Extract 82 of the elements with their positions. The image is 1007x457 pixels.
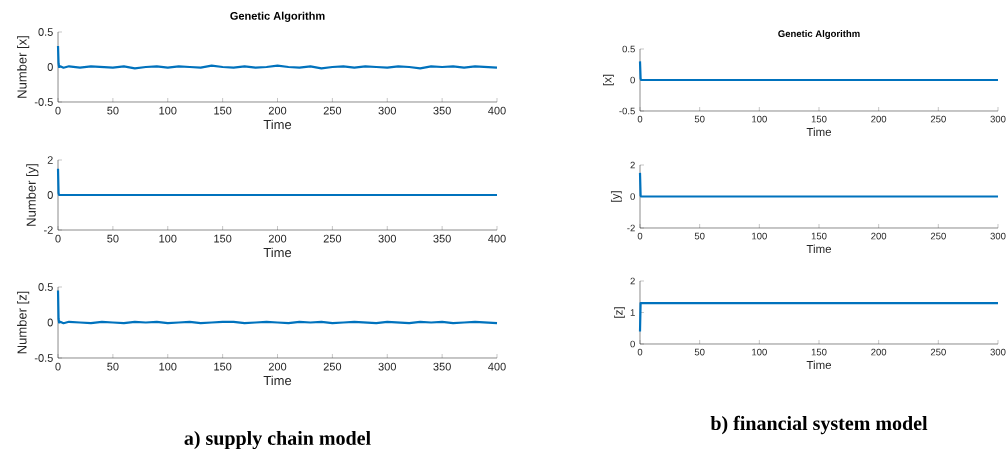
- y-tick-label: 0: [47, 191, 53, 199]
- x-tick-label: 200: [871, 115, 887, 123]
- x-tick-label: 250: [930, 115, 946, 123]
- y-tick-label: 2: [630, 161, 635, 169]
- y-tick-label: 0: [630, 340, 635, 348]
- x-tick-label: 50: [694, 232, 705, 240]
- x-tick-label: 100: [159, 106, 177, 115]
- y-tick-label: -0.5: [619, 107, 635, 115]
- x-axis-title: Time: [263, 119, 292, 130]
- x-tick-label: 100: [159, 234, 177, 243]
- x-axis-title: Time: [806, 244, 832, 254]
- x-tick-label: 0: [637, 115, 643, 123]
- x-tick-label: 300: [990, 232, 1006, 240]
- y-tick-label: -2: [44, 226, 53, 234]
- x-tick-label: 150: [811, 232, 827, 240]
- x-tick-label: 300: [378, 234, 396, 243]
- x-tick-label: 300: [378, 106, 396, 115]
- y-tick-label: 0: [47, 318, 53, 327]
- chart-title: Genetic Algorithm: [778, 30, 860, 39]
- x-tick-label: 150: [811, 115, 827, 123]
- x-axis-title: Time: [806, 127, 832, 137]
- y-tick-label: 0.5: [622, 45, 635, 53]
- chart-title: Genetic Algorithm: [230, 11, 325, 22]
- y-tick-label: 0.5: [38, 283, 53, 291]
- x-tick-label: 400: [488, 234, 506, 243]
- x-tick-label: 250: [930, 232, 946, 240]
- y-tick-label: 0: [630, 76, 635, 84]
- x-tick-label: 50: [694, 348, 705, 356]
- x-tick-label: 0: [55, 362, 61, 371]
- x-tick-label: 250: [323, 362, 342, 371]
- x-tick-label: 300: [990, 115, 1006, 123]
- y-axis-title: Number [z]: [17, 291, 30, 354]
- x-tick-label: 0: [637, 232, 643, 240]
- x-tick-label: 150: [214, 362, 232, 371]
- y-axis-title: Number [x]: [17, 36, 30, 98]
- x-tick-label: 50: [107, 234, 119, 243]
- x-tick-label: 100: [752, 115, 767, 123]
- y-tick-label: 0: [47, 63, 53, 71]
- x-tick-label: 300: [378, 362, 396, 371]
- y-axis-title: [y]: [610, 191, 622, 202]
- x-tick-label: 400: [488, 362, 506, 371]
- x-tick-label: 0: [55, 234, 61, 243]
- x-tick-label: 250: [930, 348, 946, 356]
- x-tick-label: 150: [811, 348, 827, 356]
- x-tick-label: 50: [694, 115, 705, 123]
- x-tick-label: 100: [159, 362, 177, 371]
- x-tick-label: 300: [990, 348, 1006, 356]
- x-axis-title: Time: [263, 247, 292, 258]
- x-tick-label: 150: [214, 234, 232, 243]
- y-tick-label: 2: [630, 277, 635, 285]
- x-tick-label: 250: [323, 106, 342, 115]
- x-tick-label: 200: [268, 362, 287, 371]
- x-tick-label: 0: [55, 106, 61, 115]
- x-tick-label: 150: [214, 106, 232, 115]
- x-tick-label: 100: [752, 348, 767, 356]
- x-tick-label: 350: [433, 362, 451, 371]
- text: a) supply chain model: [184, 430, 371, 450]
- y-axis-title: [z]: [614, 307, 625, 318]
- x-axis-title: Time: [806, 360, 832, 370]
- x-tick-label: 200: [871, 232, 887, 240]
- x-tick-label: 200: [268, 106, 287, 115]
- x-tick-label: 0: [637, 348, 643, 356]
- y-axis-title: [x]: [603, 74, 614, 86]
- x-tick-label: 200: [871, 348, 887, 356]
- x-tick-label: 400: [488, 106, 506, 115]
- y-tick-label: -0.5: [34, 354, 53, 362]
- x-axis-title: Time: [263, 375, 292, 386]
- text: b) financial system model: [710, 415, 928, 435]
- y-axis-title: Number [y]: [26, 164, 39, 226]
- y-tick-label: 0: [630, 193, 635, 200]
- y-tick-label: 0.5: [38, 28, 53, 36]
- y-tick-label: -0.5: [34, 98, 53, 106]
- y-tick-label: 2: [47, 156, 53, 164]
- y-tick-label: 1: [630, 309, 635, 316]
- x-tick-label: 50: [107, 106, 119, 115]
- x-tick-label: 350: [433, 106, 451, 115]
- x-tick-label: 100: [752, 232, 767, 240]
- x-tick-label: 200: [268, 234, 287, 243]
- x-tick-label: 250: [323, 234, 342, 243]
- y-tick-label: -2: [627, 224, 635, 232]
- x-tick-label: 50: [107, 362, 119, 371]
- x-tick-label: 350: [433, 234, 451, 243]
